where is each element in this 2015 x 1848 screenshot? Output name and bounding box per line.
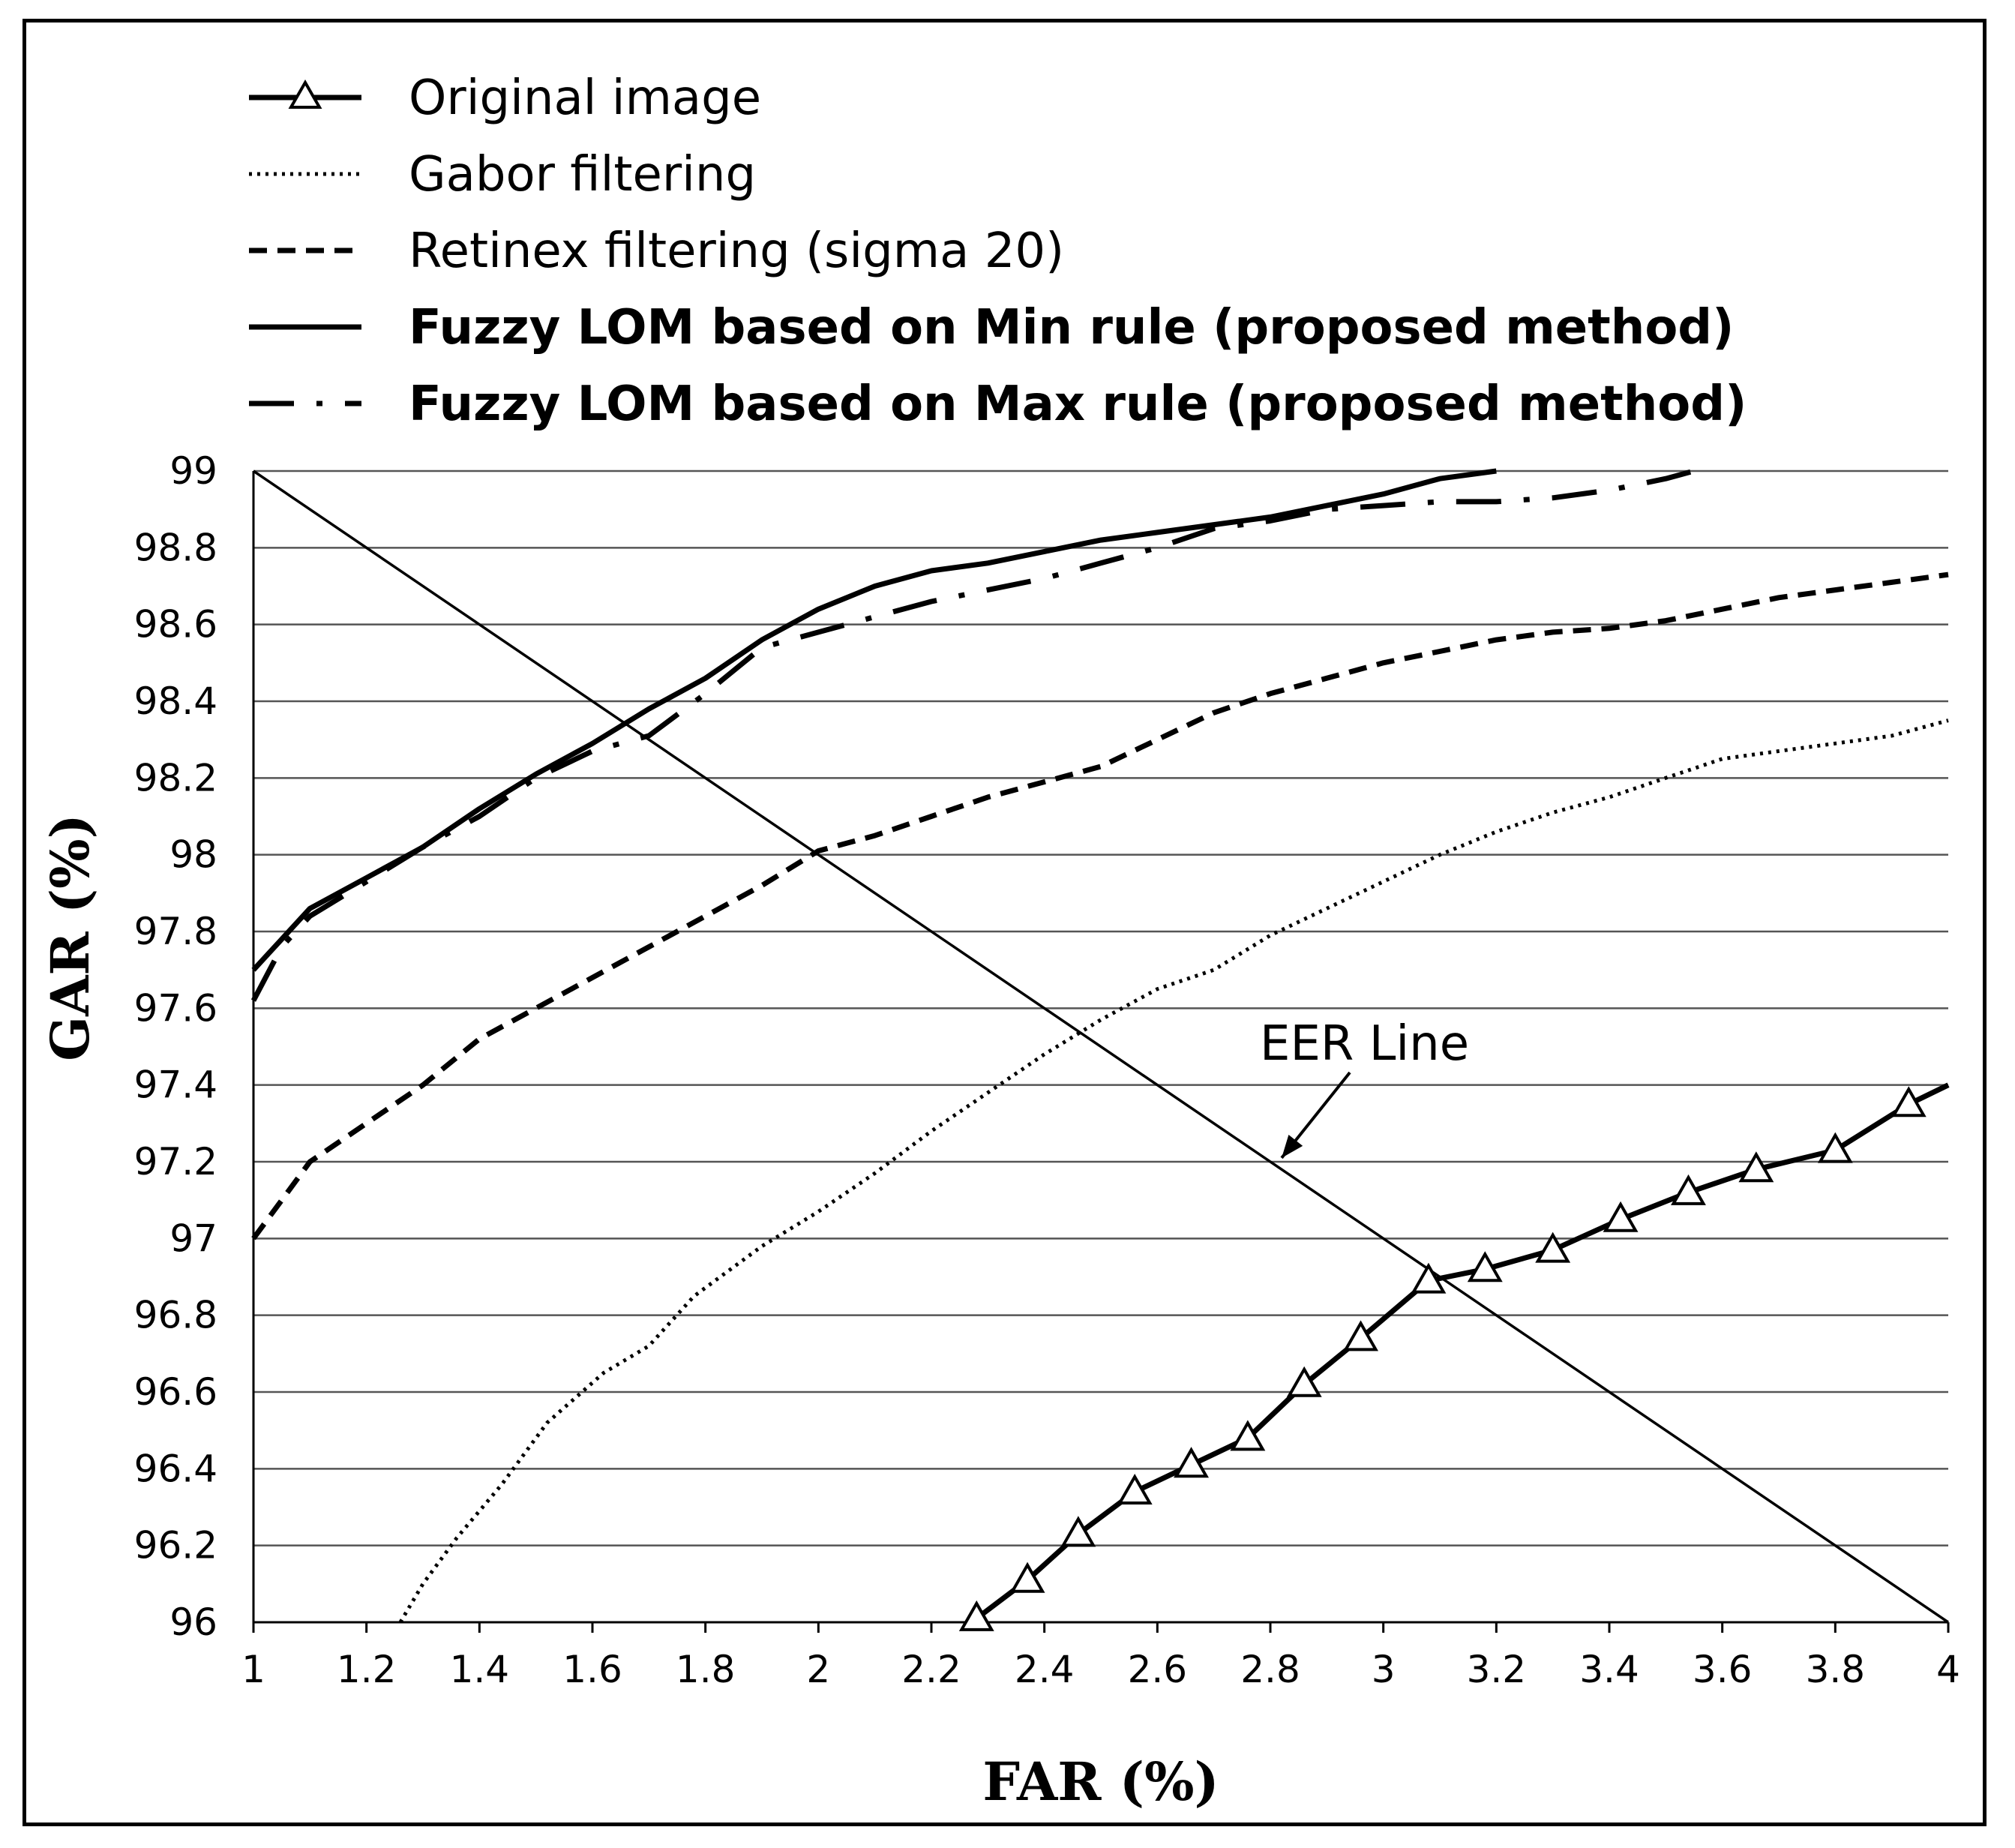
legend-label-gabor: Gabor filtering (409, 147, 756, 202)
x-tick-label: 2.4 (1015, 1648, 1075, 1691)
x-tick-label: 2.8 (1240, 1648, 1300, 1691)
x-tick-label: 1.4 (450, 1648, 510, 1691)
x-tick-label: 2.6 (1128, 1648, 1188, 1691)
legend-label-retinex: Retinex filtering (sigma 20) (409, 224, 1064, 279)
triangle-marker (1671, 1174, 1706, 1205)
x-tick-label: 3.8 (1806, 1648, 1866, 1691)
triangle-marker (1467, 1251, 1503, 1282)
grid (253, 470, 1948, 1546)
triangle-marker (1060, 1516, 1096, 1547)
triangle-marker (1411, 1262, 1447, 1294)
y-tick-label: 98.4 (134, 680, 217, 723)
y-tick-label: 96.6 (134, 1370, 217, 1414)
x-tick-label: 1 (241, 1648, 265, 1691)
y-tick-label: 97.8 (134, 910, 217, 953)
legend-entry-gabor: Gabor filtering (249, 147, 756, 202)
y-tick-label: 97.2 (134, 1140, 217, 1184)
eer-arrow-head (1282, 1134, 1303, 1158)
legend-label-min-rule: Fuzzy LOM based on Min rule (proposed me… (409, 300, 1734, 356)
x-tick-label: 1.2 (337, 1648, 397, 1691)
legend-entry-max-rule: Fuzzy LOM based on Max rule (proposed me… (249, 376, 1747, 432)
y-axis-title: GAR (%) (39, 814, 101, 1060)
x-tick-label: 4 (1936, 1648, 1960, 1691)
triangle-marker (1286, 1366, 1322, 1397)
legend: Original image Gabor filtering Retinex f… (249, 70, 1747, 432)
y-tick-label: 96 (169, 1600, 217, 1644)
x-tick-label: 1.6 (562, 1648, 622, 1691)
legend-entry-retinex: Retinex filtering (sigma 20) (249, 224, 1064, 279)
legend-entry-min-rule: Fuzzy LOM based on Min rule (proposed me… (249, 300, 1734, 356)
triangle-marker (1174, 1447, 1209, 1478)
y-tick-label: 96.2 (134, 1524, 217, 1568)
y-tick-label: 98.6 (134, 603, 217, 646)
legend-triangle-marker (288, 79, 322, 109)
y-tick-label: 99 (169, 449, 217, 493)
y-tick-label: 96.8 (134, 1294, 217, 1337)
triangle-marker (1535, 1232, 1571, 1263)
x-tick-label: 1.8 (676, 1648, 736, 1691)
triangle-marker (1009, 1562, 1045, 1593)
series-line-1 (398, 718, 1949, 1624)
x-tick-label: 3.2 (1467, 1648, 1527, 1691)
series-line-2 (251, 572, 1949, 1240)
x-tick-label: 3.4 (1579, 1648, 1639, 1691)
y-tick-labels: 96 96.2 96.4 96.6 96.8 97 97.2 97.4 97.6 97.8 98 98… (134, 449, 217, 1644)
x-tick-label: 2.2 (901, 1648, 961, 1691)
figure-frame (22, 19, 1987, 1826)
legend-entry-original: Original image (249, 70, 761, 126)
triangle-marker (1343, 1320, 1378, 1352)
x-axis-title: FAR (%) (982, 1750, 1219, 1813)
markers (958, 1086, 1927, 1631)
x-tick-labels: 1 1.2 1.4 1.6 1.8 2 2.2 2.4 2.6 2.8 3 3.2 3.4 3.6 3.8 4 (241, 1622, 1960, 1691)
triangle-marker (1603, 1201, 1639, 1232)
triangle-marker (1817, 1132, 1853, 1163)
series (250, 468, 1950, 1624)
y-tick-label: 98.2 (134, 756, 217, 800)
y-tick-label: 96.4 (134, 1447, 217, 1490)
axes (252, 471, 1948, 1624)
x-tick-label: 3.6 (1693, 1648, 1753, 1691)
eer-annotation: EER Line (1260, 1016, 1469, 1160)
y-tick-label: 97.6 (134, 986, 217, 1030)
series-line-0 (975, 1082, 1950, 1621)
triangle-marker (1738, 1151, 1774, 1183)
legend-label-max-rule: Fuzzy LOM based on Max rule (proposed me… (409, 376, 1747, 432)
y-tick-label: 98.8 (134, 526, 217, 569)
triangle-marker (1891, 1086, 1927, 1118)
eer-line-label: EER Line (1260, 1016, 1469, 1072)
triangle-marker (1117, 1474, 1153, 1505)
y-tick-label: 97 (169, 1216, 217, 1260)
x-tick-label: 3 (1372, 1648, 1396, 1691)
triangle-marker (1230, 1420, 1266, 1451)
y-tick-label: 98 (169, 833, 217, 877)
triangle-marker (958, 1600, 994, 1631)
series-line-3 (251, 468, 1497, 972)
x-tick-label: 2 (806, 1648, 830, 1691)
series-line-5 (253, 470, 1949, 1624)
series-line-4 (250, 468, 1695, 1002)
legend-label-original: Original image (409, 70, 761, 126)
y-tick-label: 97.4 (134, 1064, 217, 1107)
